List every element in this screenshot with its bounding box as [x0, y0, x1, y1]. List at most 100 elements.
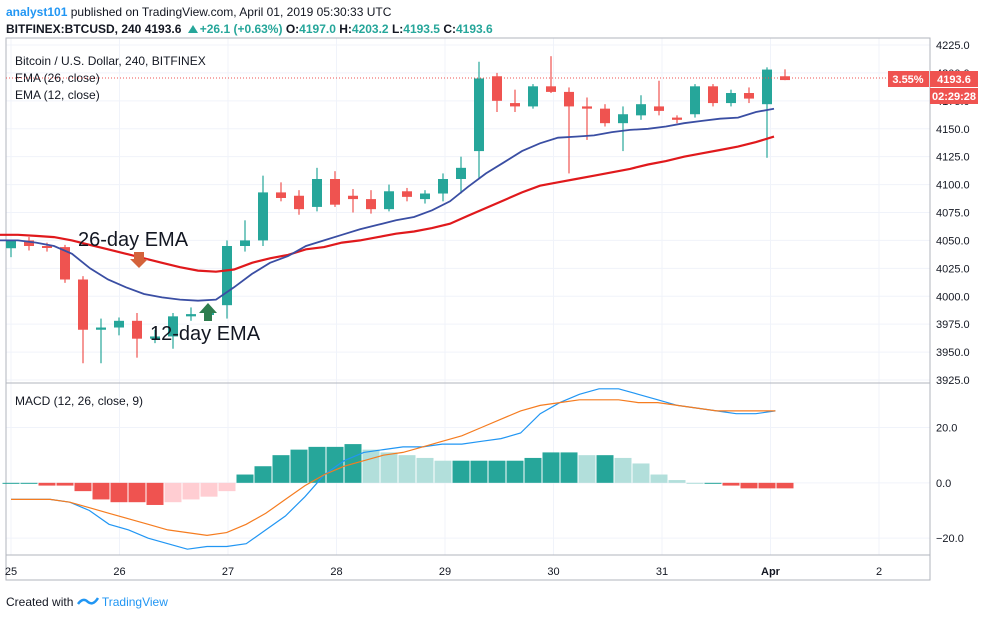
candle-body	[438, 179, 448, 194]
candle-body	[330, 179, 340, 205]
candle-body	[564, 91, 574, 107]
candle-body	[744, 93, 754, 99]
pct-badge-text: 3.55%	[892, 74, 923, 86]
candle-body	[60, 247, 70, 280]
candle-body	[186, 314, 196, 317]
time-tick-label: 31	[656, 566, 668, 578]
candle-body	[708, 86, 718, 104]
price-tick-label: 4075.0	[936, 208, 970, 220]
macd-histogram-bar	[272, 455, 290, 483]
price-tick-label: 4000.0	[936, 291, 970, 303]
high-label: H:	[339, 22, 352, 36]
macd-line	[11, 388, 776, 550]
last-price: 4193.6	[144, 22, 182, 36]
macd-histogram-bar	[218, 482, 236, 492]
tradingview-link[interactable]: TradingView	[101, 595, 168, 609]
close-value: 4193.6	[455, 22, 493, 36]
published-text: published on TradingView.com, April 01, …	[70, 5, 392, 19]
macd-histogram-bar	[182, 482, 200, 500]
macd-histogram-bar	[236, 474, 254, 483]
ema26-line	[0, 135, 775, 273]
candle-body	[582, 106, 592, 109]
macd-histogram-bar	[146, 482, 164, 505]
symbol-label: BITFINEX:BTCUSD, 240	[6, 22, 142, 36]
countdown-badge	[930, 88, 978, 104]
candle-body	[510, 103, 520, 107]
time-tick-label: 26	[113, 566, 125, 578]
macd-histogram-bar	[398, 455, 416, 483]
candle-body	[546, 86, 556, 92]
candle-body	[150, 336, 160, 339]
candle-body	[294, 195, 304, 210]
tradingview-logo-icon	[76, 597, 99, 605]
time-tick-label: 2	[876, 566, 882, 578]
candle-body	[384, 191, 394, 210]
price-tick-label: 4225.0	[936, 40, 970, 52]
macd-histogram-bar	[686, 482, 704, 484]
price-tick-label: 4150.0	[936, 124, 970, 136]
ema12-legend[interactable]: EMA (12, close)	[15, 88, 100, 102]
macd-histogram-bar	[200, 482, 218, 497]
footer: Created with TradingView	[6, 595, 168, 609]
high-value: 4203.2	[351, 22, 389, 36]
candle-body	[636, 104, 646, 116]
macd-histogram-bar	[758, 482, 776, 489]
macd-histogram-bar	[110, 482, 128, 503]
down-arrow-icon	[130, 252, 148, 268]
price-badge	[930, 71, 978, 87]
countdown-text: 02:29:28	[932, 91, 976, 103]
price-tick-label: 4125.0	[936, 152, 970, 164]
candle-body	[168, 316, 178, 337]
price-tick-label: 3975.0	[936, 319, 970, 331]
macd-tick-label: 0.0	[936, 478, 951, 490]
price-change: +26.1 (+0.63%)	[199, 22, 283, 36]
candle-body	[222, 246, 232, 306]
candle-body	[600, 108, 610, 124]
macd-legend[interactable]: MACD (12, 26, close, 9)	[15, 394, 143, 408]
macd-tick-label: −20.0	[936, 533, 964, 545]
macd-histogram-bar	[506, 460, 524, 483]
symbol-info: BITFINEX:BTCUSD, 240 4193.6 +26.1 (+0.63…	[6, 22, 493, 36]
candle-body	[672, 117, 682, 120]
macd-histogram-bar	[20, 482, 38, 484]
macd-histogram-bar	[596, 455, 614, 483]
chart-frame	[5, 37, 931, 581]
ema12-annotation: 12-day EMA	[150, 323, 261, 345]
price-tick-label: 3950.0	[936, 347, 970, 359]
pct-badge	[888, 71, 929, 87]
close-label: C:	[443, 22, 456, 36]
time-tick-label: 30	[547, 566, 559, 578]
candle-body	[492, 76, 502, 101]
macd-histogram-bar	[668, 480, 686, 483]
macd-histogram-bar	[560, 452, 578, 483]
macd-histogram-bar	[362, 449, 380, 483]
macd-histogram-bar	[776, 482, 794, 489]
candle-body	[528, 86, 538, 107]
time-tick-label: 25	[5, 566, 17, 578]
time-tick-label: 27	[222, 566, 234, 578]
candle-body	[258, 192, 268, 241]
candle-body	[474, 78, 484, 152]
macd-histogram-bar	[470, 460, 488, 483]
ema26-annotation: 26-day EMA	[78, 229, 189, 251]
macd-histogram-bar	[254, 466, 272, 483]
macd-histogram-bar	[308, 446, 326, 483]
candle-body	[348, 195, 358, 200]
created-with-text: Created with	[6, 595, 74, 609]
candle-body	[456, 167, 466, 179]
open-value: 4197.0	[299, 22, 336, 36]
macd-histogram-bar	[38, 482, 56, 486]
candle-body	[726, 93, 736, 104]
macd-histogram-bar	[164, 482, 182, 503]
price-tick-label: 4025.0	[936, 263, 970, 275]
price-tick-label: 4100.0	[936, 180, 970, 192]
candle-body	[312, 179, 322, 207]
macd-histogram-bar	[452, 460, 470, 483]
macd-histogram-bar	[290, 449, 308, 483]
candle-body	[276, 192, 286, 198]
macd-histogram-bar	[128, 482, 146, 503]
macd-histogram-bar	[614, 457, 632, 483]
macd-histogram-bar	[740, 482, 758, 489]
author-link[interactable]: analyst101	[6, 5, 68, 19]
